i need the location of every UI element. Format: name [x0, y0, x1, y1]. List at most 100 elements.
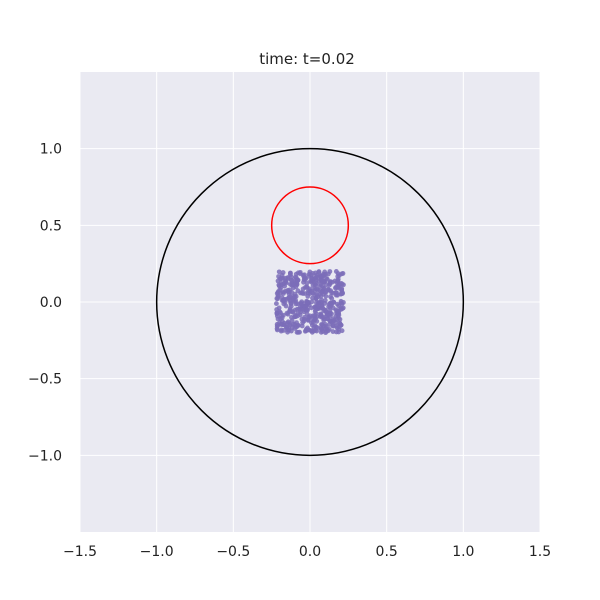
particle-point — [321, 272, 327, 278]
circles — [155, 147, 465, 457]
particle-point — [285, 319, 291, 325]
particle-point — [310, 270, 316, 276]
particle-point — [312, 313, 318, 318]
particle-point — [313, 307, 318, 313]
particle-point — [308, 305, 314, 311]
particle-point — [315, 325, 320, 331]
particle-point — [287, 307, 293, 313]
particle-point — [319, 315, 325, 320]
particle-point — [338, 291, 344, 297]
particle-point — [319, 290, 325, 295]
particle-point — [286, 291, 292, 297]
particle-point — [283, 303, 289, 309]
particle-point — [328, 279, 333, 284]
particle-point — [316, 303, 322, 309]
x-tick-label: −0.5 — [216, 544, 250, 560]
particle-point — [336, 308, 341, 314]
x-tick-label: 1.5 — [529, 544, 551, 560]
particle-point — [339, 271, 345, 277]
particle-point — [301, 318, 307, 324]
particle-point — [281, 328, 287, 333]
particle-point — [313, 274, 319, 280]
particle-point — [335, 278, 341, 284]
particle-point — [289, 278, 295, 283]
particle-point — [276, 269, 282, 275]
particle-point — [312, 285, 317, 291]
particle-point — [339, 306, 345, 312]
particle-point — [279, 321, 284, 327]
particle-point — [277, 309, 282, 315]
particle-point — [333, 269, 339, 274]
particle-point — [317, 284, 323, 289]
particle-point — [302, 314, 308, 320]
particle-point — [298, 304, 303, 310]
particle-point — [338, 298, 344, 304]
particle-point — [330, 323, 336, 329]
y-tick-label: −1.0 — [28, 448, 62, 464]
particle-point — [313, 280, 319, 286]
x-tick-label: −1.5 — [63, 544, 97, 560]
particle-point — [324, 313, 330, 318]
particle-point — [280, 270, 286, 275]
particle-point — [285, 311, 291, 317]
x-tick-label: −1.0 — [140, 544, 174, 560]
particle-point — [329, 301, 335, 307]
particle-point — [295, 270, 301, 276]
particle-point — [326, 271, 331, 277]
particle-point — [279, 313, 284, 319]
particle-point — [338, 281, 344, 286]
particle-point — [313, 296, 319, 302]
particle-point — [335, 274, 341, 279]
particle-point — [330, 305, 336, 311]
particle-point — [295, 277, 301, 283]
particle-point — [304, 307, 310, 312]
particle-point — [329, 296, 335, 301]
x-axis: −1.5 −1.0 −0.5 0.0 0.5 1.0 1.5 — [63, 544, 551, 560]
particle-point — [318, 327, 324, 332]
particle-point — [305, 325, 310, 331]
particle-point — [274, 301, 279, 306]
particle-point — [275, 323, 281, 329]
particle-point — [301, 309, 307, 315]
particle-point — [295, 313, 300, 319]
particle-point — [293, 284, 299, 290]
particle-point — [333, 285, 338, 291]
x-tick-label: 0.5 — [376, 544, 398, 560]
red-circle — [270, 186, 350, 265]
particle-point — [322, 307, 328, 313]
particle-point — [331, 317, 337, 323]
boundary-circle — [155, 147, 465, 457]
particle-point — [301, 274, 307, 279]
particle-point — [278, 280, 284, 286]
x-tick-label: 1.0 — [452, 544, 474, 560]
particle-point — [294, 320, 299, 325]
particle-point — [292, 299, 298, 304]
particle-point — [319, 297, 324, 303]
particle-point — [305, 293, 311, 299]
particle-point — [309, 299, 315, 305]
particle-cloud — [274, 269, 346, 336]
particle-point — [295, 330, 301, 335]
particle-point — [300, 291, 306, 296]
particle-point — [309, 288, 315, 294]
y-tick-label: 0.5 — [40, 218, 62, 234]
particle-point — [304, 284, 310, 290]
particle-point — [275, 316, 281, 322]
particle-point — [309, 322, 315, 328]
particle-point — [322, 321, 328, 327]
particle-point — [308, 278, 313, 284]
x-tick-label: 0.0 — [299, 544, 321, 560]
particle-point — [274, 296, 280, 301]
particle-point — [281, 297, 287, 303]
y-tick-label: −0.5 — [28, 372, 62, 388]
particle-point — [306, 315, 312, 321]
particle-point — [278, 276, 284, 282]
particle-point — [304, 299, 310, 305]
particle-point — [274, 327, 280, 333]
particle-point — [312, 317, 318, 323]
y-tick-label: 0.0 — [40, 295, 62, 311]
particle-point — [334, 329, 339, 335]
particle-point — [287, 272, 293, 278]
y-axis: −1.0 −0.5 0.0 0.5 1.0 — [28, 142, 62, 465]
